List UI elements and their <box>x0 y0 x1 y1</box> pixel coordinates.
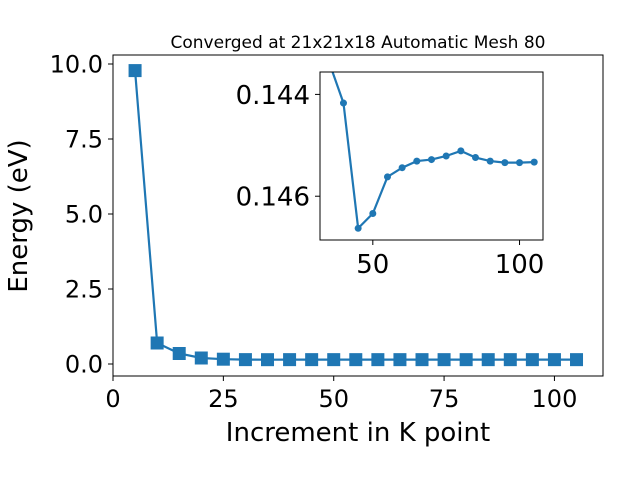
main-data-point <box>194 351 208 365</box>
chart-title: Converged at 21x21x18 Automatic Mesh 80 <box>171 33 546 53</box>
main-y-tick-label: 0.0 <box>65 351 103 379</box>
inset-y-ticks: 0.144 0.146 <box>236 81 320 213</box>
main-data-point <box>305 353 319 367</box>
inset-data-point <box>530 158 538 166</box>
inset-y-tick-label: 0.144 <box>236 81 310 111</box>
main-data-point <box>238 353 252 367</box>
main-data-point <box>503 353 517 367</box>
main-axes-frame <box>112 54 604 377</box>
main-x-tick-label: 0 <box>105 385 120 413</box>
inset-data-point <box>516 159 524 167</box>
inset-series-group <box>331 72 538 232</box>
inset-data-point <box>413 157 421 165</box>
inset-data-point <box>383 173 391 181</box>
main-data-point <box>437 353 451 367</box>
main-series-group <box>128 64 584 367</box>
inset-y-tick-label: 0.146 <box>236 183 310 213</box>
inset-data-point <box>457 147 465 155</box>
inset-axes: 50 100 0.144 0.146 <box>236 71 544 280</box>
main-data-point <box>128 64 142 78</box>
main-data-point <box>371 353 385 367</box>
inset-x-tick-label: 50 <box>356 250 389 280</box>
main-x-tick-label: 50 <box>318 385 349 413</box>
main-data-point <box>216 352 230 366</box>
y-axis-label: Energy (eV) <box>4 139 34 292</box>
inset-axes-frame <box>319 71 544 241</box>
main-data-point <box>349 353 363 367</box>
main-x-ticks: 0 25 50 75 100 <box>105 376 577 413</box>
main-data-point <box>261 353 275 367</box>
main-data-point <box>525 353 539 367</box>
main-data-point <box>150 336 164 350</box>
inset-plot-area <box>320 72 543 240</box>
inset-data-point <box>428 156 435 164</box>
main-x-tick-label: 100 <box>532 385 578 413</box>
inset-data-point <box>472 154 480 162</box>
main-y-tick-label: 5.0 <box>65 201 103 229</box>
x-axis-label: Increment in K point <box>226 418 490 448</box>
main-data-point <box>283 353 297 367</box>
inset-data-point <box>486 157 494 165</box>
main-data-point <box>327 353 341 367</box>
main-data-point <box>459 353 473 367</box>
main-data-point <box>570 353 584 367</box>
main-x-tick-label: 75 <box>429 385 460 413</box>
inset-data-point <box>398 164 406 172</box>
main-data-point <box>172 347 186 360</box>
inset-data-point <box>442 152 450 160</box>
main-y-tick-label: 10.0 <box>50 51 103 79</box>
inset-x-tick-label: 100 <box>495 250 545 280</box>
inset-data-point <box>339 99 347 107</box>
inset-data-point <box>501 159 509 167</box>
main-data-point <box>481 353 495 367</box>
main-y-tick-label: 2.5 <box>65 276 103 304</box>
main-data-point <box>415 353 429 367</box>
main-y-ticks: 0.0 2.5 5.0 7.5 10.0 <box>50 51 113 379</box>
inset-data-point <box>354 224 362 232</box>
main-data-point <box>547 353 561 367</box>
main-data-point <box>393 353 407 367</box>
main-x-tick-label: 25 <box>208 385 239 413</box>
inset-x-ticks: 50 100 <box>356 240 544 280</box>
main-y-tick-label: 7.5 <box>65 126 103 154</box>
inset-data-point <box>369 210 377 218</box>
